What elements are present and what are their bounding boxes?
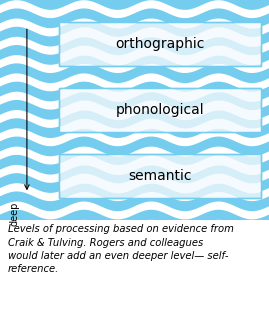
Bar <box>59 154 261 198</box>
Text: orthographic: orthographic <box>115 37 205 51</box>
Bar <box>59 22 261 66</box>
Text: semantic: semantic <box>128 169 192 183</box>
Text: Levels of processing based on evidence from
Craik & Tulving. Rogers and colleagu: Levels of processing based on evidence f… <box>8 224 234 274</box>
Bar <box>59 154 261 198</box>
Text: phonological: phonological <box>116 103 204 117</box>
Bar <box>59 22 261 66</box>
Text: deep: deep <box>10 202 20 227</box>
Bar <box>59 88 261 132</box>
Bar <box>59 88 261 132</box>
